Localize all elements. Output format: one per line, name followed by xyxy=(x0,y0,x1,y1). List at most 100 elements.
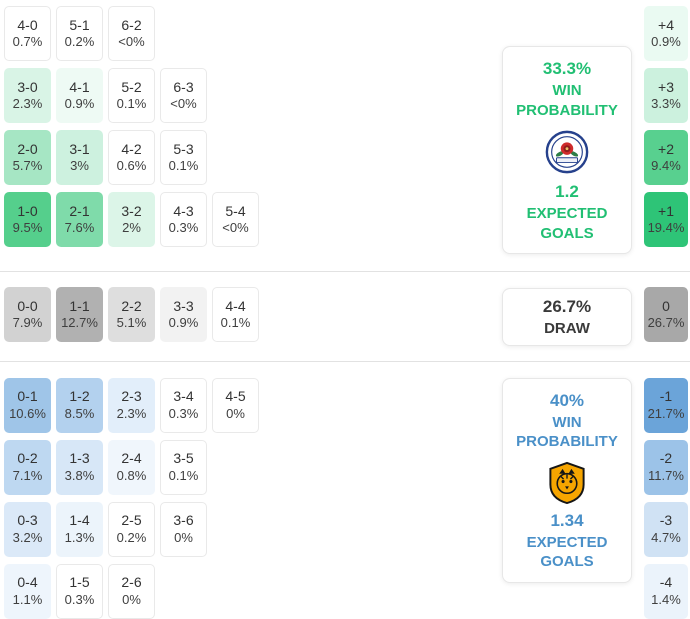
cell-score-label: 3-6 xyxy=(173,512,194,529)
cell-probability-label: 0% xyxy=(174,529,193,545)
score-cell: 2-2 5.1% xyxy=(108,287,155,342)
score-cell: 4-3 0.3% xyxy=(160,192,207,247)
score-cell: 2-1 7.6% xyxy=(56,192,103,247)
goal-diff-cell: -2 11.7% xyxy=(644,439,688,495)
away-win-section: 0-1 10.6% 1-2 8.5% 2-3 2.3% 3-4 0.3% 4-5 0% 0-2 7.1… xyxy=(0,360,690,619)
cell-score-label: 0-2 xyxy=(17,450,38,467)
cell-score-label: 2-1 xyxy=(69,202,90,219)
cell-probability-label: 4.7% xyxy=(651,529,681,545)
cell-probability-label: 0% xyxy=(122,591,141,607)
cell-probability-label: 3.2% xyxy=(12,529,43,545)
cell-score-label: 1-1 xyxy=(69,297,90,314)
score-cell: 5-3 0.1% xyxy=(160,130,207,185)
goal-diff-cell: +2 9.4% xyxy=(644,130,688,185)
cell-score-label: 0-1 xyxy=(17,388,38,405)
score-row: 1-0 9.5% 2-1 7.6% 3-2 2% 4-3 0.3% 5-4 <0% xyxy=(4,192,259,247)
cell-probability-label: 9.5% xyxy=(12,220,43,236)
away-score-grid: 0-1 10.6% 1-2 8.5% 2-3 2.3% 3-4 0.3% 4-5 0% 0-2 7.1… xyxy=(4,377,259,619)
goal-diff-cell: -1 21.7% xyxy=(644,377,688,433)
cell-probability-label: 0% xyxy=(226,405,245,421)
cell-probability-label: <0% xyxy=(118,34,145,50)
cell-score-label: 4-5 xyxy=(225,388,246,405)
cell-probability-label: 19.4% xyxy=(647,220,685,236)
cell-probability-label: 0.8% xyxy=(116,467,147,483)
cell-probability-label: 0.1% xyxy=(220,315,251,331)
cell-probability-label: 21.7% xyxy=(647,405,685,421)
cell-score-label: +2 xyxy=(658,140,674,157)
draw-probability-value: 26.7% xyxy=(542,297,592,316)
draw-score-grid: 0-0 7.9% 1-1 12.7% 2-2 5.1% 3-3 0.9% 4-4 0.1% xyxy=(4,287,259,342)
draw-label: DRAW xyxy=(544,320,590,337)
cell-probability-label: 2% xyxy=(122,220,141,236)
cell-probability-label: 3.8% xyxy=(64,467,95,483)
cell-score-label: 4-3 xyxy=(173,202,194,219)
cell-score-label: +4 xyxy=(658,16,674,33)
cell-probability-label: 0.2% xyxy=(64,34,95,50)
away-xg-label-line1: EXPECTED xyxy=(526,533,608,551)
cell-score-label: 2-6 xyxy=(121,574,142,591)
score-cell: 4-2 0.6% xyxy=(108,130,155,185)
cell-probability-label: 0.9% xyxy=(651,34,681,50)
cell-probability-label: 3% xyxy=(70,158,89,174)
cell-score-label: 4-2 xyxy=(121,140,142,157)
cell-score-label: -2 xyxy=(659,450,673,467)
home-win-label-line1: WIN xyxy=(552,82,582,99)
cell-score-label: 5-4 xyxy=(225,202,246,219)
away-win-label-line1: WIN xyxy=(552,413,582,431)
cell-probability-label: <0% xyxy=(170,96,197,112)
goal-diff-cell: -4 1.4% xyxy=(644,563,688,619)
home-win-section: 4-0 0.7% 5-1 0.2% 6-2 <0% 3-0 2.3% 4-1 0.9% 5-2 0.1… xyxy=(0,0,690,271)
cell-score-label: 3-5 xyxy=(173,450,194,467)
cell-probability-label: 0.1% xyxy=(116,96,147,112)
score-cell: 3-1 3% xyxy=(56,130,103,185)
cell-score-label: 1-2 xyxy=(69,388,90,405)
score-cell: 3-2 2% xyxy=(108,192,155,247)
cell-probability-label: 1.1% xyxy=(12,591,43,607)
away-win-probability-value: 40% xyxy=(549,390,585,410)
score-cell: 5-1 0.2% xyxy=(56,6,103,61)
cell-probability-label: 1.3% xyxy=(64,529,95,545)
score-cell: 3-0 2.3% xyxy=(4,68,51,123)
cell-probability-label: 5.1% xyxy=(116,315,147,331)
home-win-label-line2: PROBABILITY xyxy=(516,101,618,119)
draw-panel: 26.7% DRAW xyxy=(502,288,632,346)
cell-score-label: 6-3 xyxy=(173,78,194,95)
score-cell: 1-0 9.5% xyxy=(4,192,51,247)
draw-goal-diff-column: 0 26.7% xyxy=(644,287,688,342)
cell-probability-label: 0.3% xyxy=(168,220,199,236)
home-win-probability-value: 33.3% xyxy=(542,59,592,78)
score-row: 0-1 10.6% 1-2 8.5% 2-3 2.3% 3-4 0.3% 4-5 0% xyxy=(4,377,259,433)
cell-score-label: 4-1 xyxy=(69,78,90,95)
score-row: 4-0 0.7% 5-1 0.2% 6-2 <0% xyxy=(4,6,259,61)
score-cell: 1-5 0.3% xyxy=(56,563,103,619)
score-cell: 2-3 2.3% xyxy=(108,377,155,433)
blackburn-rovers-crest-icon xyxy=(507,129,627,175)
cell-probability-label: 7.9% xyxy=(12,315,43,331)
cell-score-label: 0-3 xyxy=(17,512,38,529)
score-row: 0-0 7.9% 1-1 12.7% 2-2 5.1% 3-3 0.9% 4-4 0.1% xyxy=(4,287,259,342)
cell-score-label: 2-2 xyxy=(121,297,142,314)
away-goal-diff-column: -1 21.7% -2 11.7% -3 4.7% -4 1.4% xyxy=(644,377,688,619)
cell-probability-label: 0.6% xyxy=(116,158,147,174)
score-row: 3-0 2.3% 4-1 0.9% 5-2 0.1% 6-3 <0% xyxy=(4,68,259,123)
cell-score-label: +1 xyxy=(658,202,674,219)
cell-score-label: 0 xyxy=(662,297,670,314)
score-row: 0-3 3.2% 1-4 1.3% 2-5 0.2% 3-6 0% xyxy=(4,501,259,557)
cell-probability-label: 0.3% xyxy=(64,591,95,607)
home-xg-label-line1: EXPECTED xyxy=(526,205,608,222)
cell-score-label: 2-4 xyxy=(121,450,142,467)
cell-score-label: 3-4 xyxy=(173,388,194,405)
cell-score-label: 5-2 xyxy=(121,78,142,95)
score-cell: 1-4 1.3% xyxy=(56,501,103,557)
score-cell: 0-2 7.1% xyxy=(4,439,51,495)
score-row: 0-2 7.1% 1-3 3.8% 2-4 0.8% 3-5 0.1% xyxy=(4,439,259,495)
cell-score-label: 3-2 xyxy=(121,202,142,219)
score-cell: 0-3 3.2% xyxy=(4,501,51,557)
score-cell: 6-2 <0% xyxy=(108,6,155,61)
cell-probability-label: 0.9% xyxy=(64,96,95,112)
cell-probability-label: 0.3% xyxy=(168,405,199,421)
score-cell: 1-2 8.5% xyxy=(56,377,103,433)
score-cell: 0-1 10.6% xyxy=(4,377,51,433)
cell-probability-label: <0% xyxy=(222,220,249,236)
goal-diff-cell: +4 0.9% xyxy=(644,6,688,61)
